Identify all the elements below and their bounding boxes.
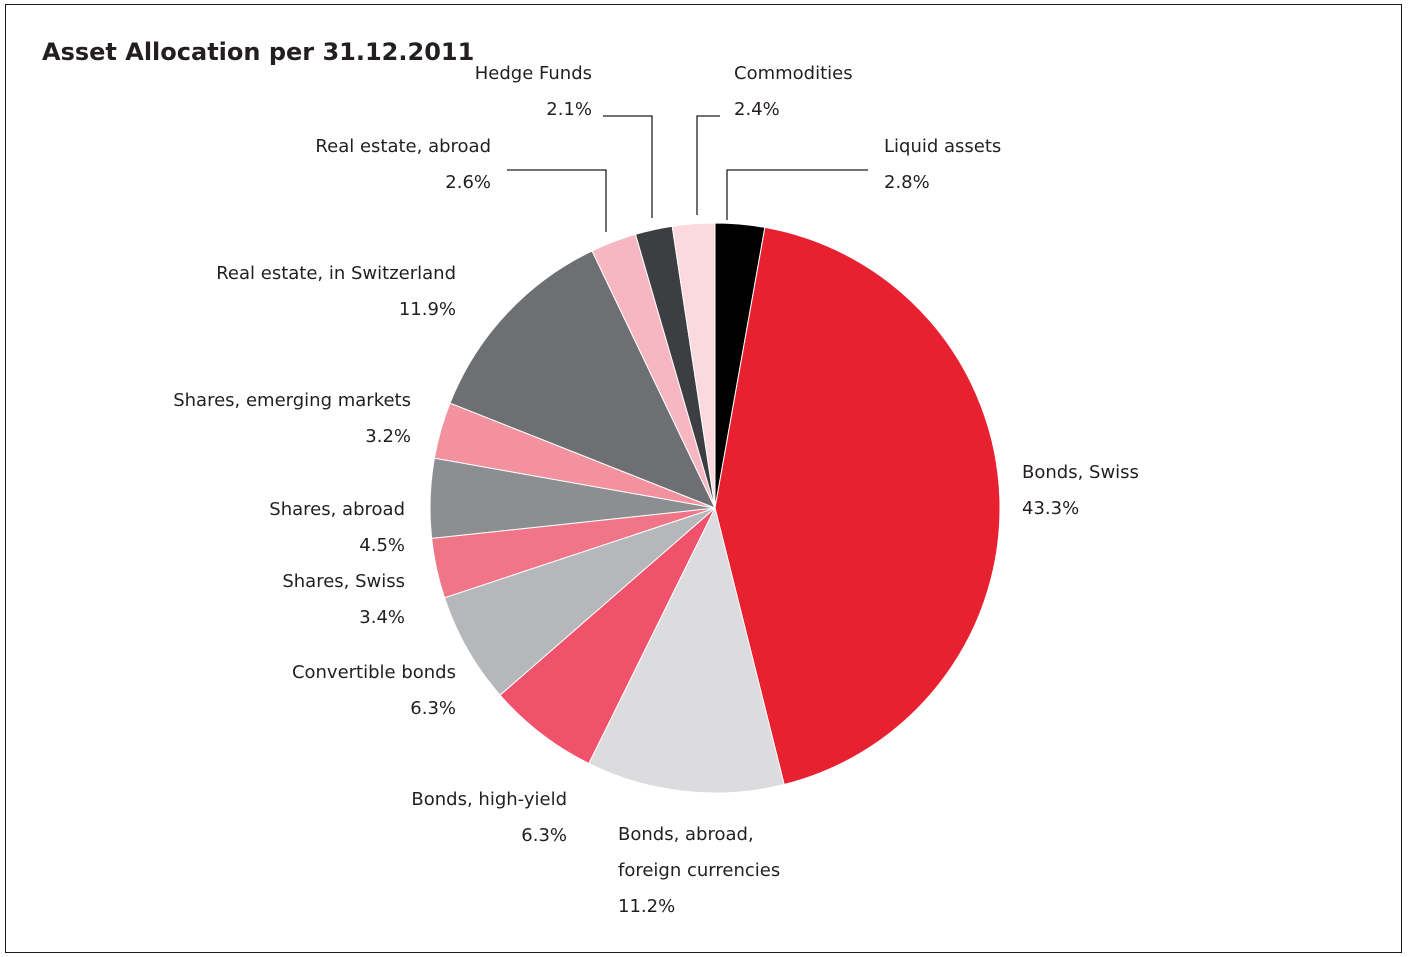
- slice-bonds-swiss: [714, 226, 1001, 786]
- leader-line-real-estate-abroad: [507, 169, 607, 232]
- slice-label-bonds-high-yield: Bonds, high-yield: [411, 789, 567, 810]
- slice-label-shares-emerging-markets: Shares, emerging markets: [173, 390, 411, 411]
- slice-label-hedge-funds: Hedge Funds: [475, 63, 592, 84]
- leader-line-commodities: [696, 115, 720, 215]
- slice-bonds-high-yield: [499, 507, 716, 765]
- slice-value-bonds-swiss: 43.3%: [1022, 498, 1079, 519]
- slice-value-hedge-funds: 2.1%: [546, 99, 592, 120]
- slice-label-real-estate-in-switzerland: Real estate, in Switzerland: [216, 263, 456, 284]
- slice-value-bonds-high-yield: 6.3%: [521, 825, 567, 846]
- leader-line-liquid-assets: [726, 169, 868, 220]
- slice-value-bonds-abroad-foreign-currencies: 11.2%: [618, 896, 675, 917]
- slice-value-real-estate-abroad: 2.6%: [445, 172, 491, 193]
- slice-label-commodities: Commodities: [734, 63, 853, 84]
- slice-label-bonds-abroad-foreign-currencies: Bonds, abroad,: [618, 824, 754, 845]
- chart-title: Asset Allocation per 31.12.2011: [42, 38, 474, 66]
- pie-slices: [429, 222, 1001, 794]
- slice-value-shares-abroad: 4.5%: [359, 535, 405, 556]
- slice-bonds-abroad-foreign-currencies: [588, 506, 785, 794]
- slice-convertible-bonds: [443, 507, 716, 696]
- slice-value-commodities: 2.4%: [734, 99, 780, 120]
- slice-real-estate-in-switzerland: [449, 250, 717, 509]
- slice-commodities: [671, 222, 716, 509]
- slice-label-bonds-abroad-foreign-currencies: foreign currencies: [618, 860, 780, 881]
- leader-line-hedge-funds: [603, 115, 653, 218]
- slice-label-shares-swiss: Shares, Swiss: [282, 571, 405, 592]
- leader-lines: [507, 115, 868, 232]
- slice-value-shares-swiss: 3.4%: [359, 607, 405, 628]
- slice-label-real-estate-abroad: Real estate, abroad: [315, 136, 491, 157]
- slice-label-bonds-swiss: Bonds, Swiss: [1022, 462, 1139, 483]
- slice-label-convertible-bonds: Convertible bonds: [292, 662, 456, 683]
- slice-label-liquid-assets: Liquid assets: [884, 136, 1001, 157]
- slice-value-shares-emerging-markets: 3.2%: [365, 426, 411, 447]
- slice-value-liquid-assets: 2.8%: [884, 172, 930, 193]
- slice-label-shares-abroad: Shares, abroad: [269, 499, 405, 520]
- slice-value-convertible-bonds: 6.3%: [410, 698, 456, 719]
- slice-value-real-estate-in-switzerland: 11.9%: [399, 299, 456, 320]
- slice-labels: Liquid assets 2.8% Bonds, Swiss 43.3% Bonds,…: [173, 63, 1139, 917]
